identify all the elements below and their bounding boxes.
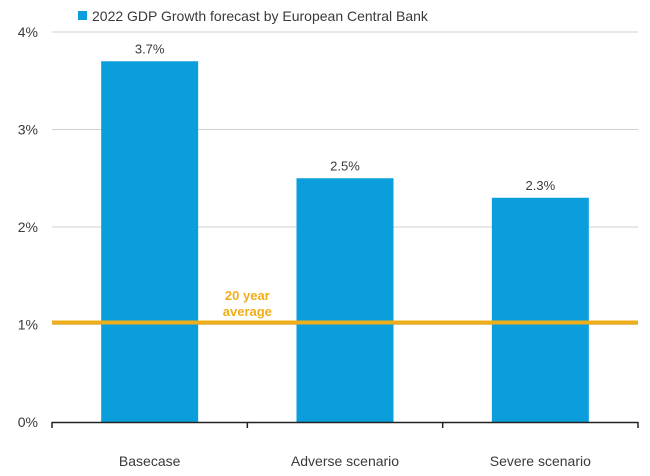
data-label: 2.3% [526,178,556,193]
x-axis-tick-labels: Basecase Adverse scenario Severe scenario [119,453,591,469]
bar [296,178,394,422]
bar [491,197,589,422]
legend-label: 2022 GDP Growth forecast by European Cen… [92,8,429,24]
y-axis-tick-labels: 0% 1% 2% 3% 4% [18,24,38,430]
bar [101,61,199,422]
x-axis [51,421,639,428]
data-label: 3.7% [135,41,165,56]
reference-line-label: average [223,304,272,319]
legend: 2022 GDP Growth forecast by European Cen… [78,8,429,24]
x-tick-label: Basecase [119,453,181,469]
x-tick-label: Severe scenario [490,453,591,469]
legend-swatch [78,11,87,20]
y-tick-label: 2% [18,219,38,235]
y-tick-label: 3% [18,122,38,138]
y-tick-label: 1% [18,317,38,333]
data-label: 2.5% [330,158,360,173]
x-tick-label: Adverse scenario [291,453,399,469]
y-tick-label: 4% [18,24,38,40]
bars [101,61,589,422]
reference-line-label: 20 year [225,288,270,303]
y-tick-label: 0% [18,414,38,430]
data-labels: 3.7% 2.5% 2.3% [135,41,556,193]
